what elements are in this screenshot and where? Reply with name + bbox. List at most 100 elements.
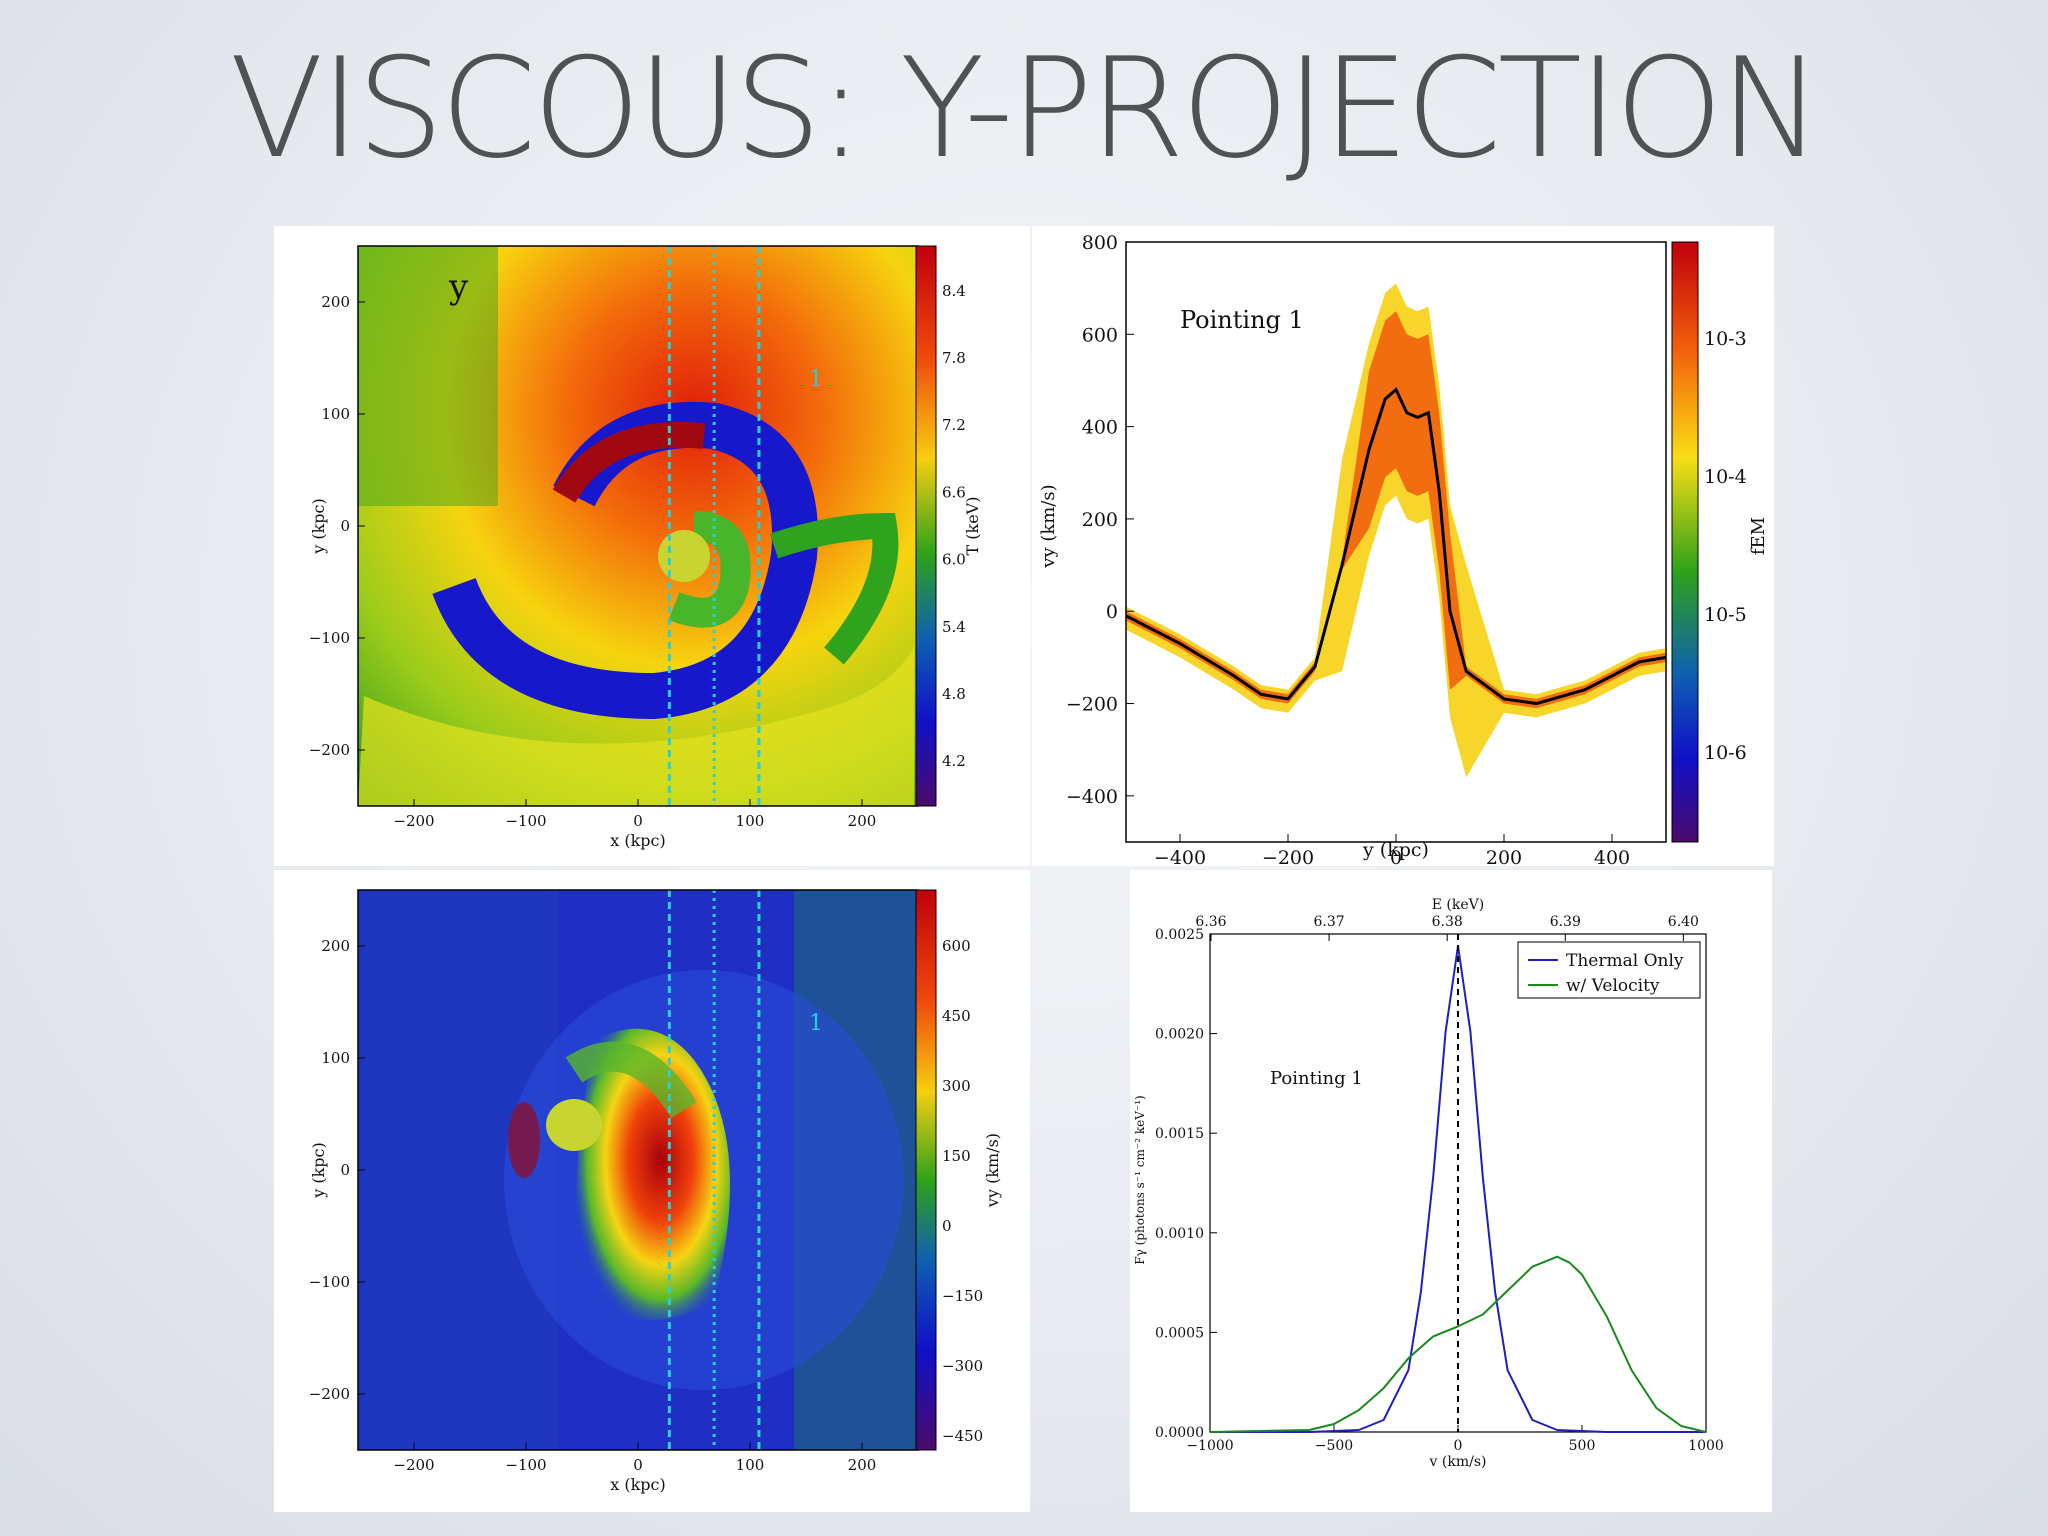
y-tick-label: 0.0000 xyxy=(1155,1425,1204,1441)
spectrum-chart: −1000 −500 0 500 1000 0.0025 0.0020 0.0015 0.001… xyxy=(1133,897,1724,1470)
y-tick-label: 200 xyxy=(321,937,350,955)
x-tick-label: 100 xyxy=(736,1456,765,1474)
x-tick-label: 0 xyxy=(1454,1438,1463,1454)
y-tick-label: 200 xyxy=(321,293,350,311)
y-tick-label: 0 xyxy=(340,1161,350,1179)
fem-colorbar xyxy=(1671,241,1699,843)
colorbar-tick-label: 600 xyxy=(942,937,971,955)
spectrum-line xyxy=(1209,1255,1707,1433)
y-tick-label: 0 xyxy=(1106,601,1118,623)
velocity-map-axes: −200 −100 0 100 200 200 100 0 −100 −200 xyxy=(309,937,877,1474)
colorbar-tick-label: 10-5 xyxy=(1704,604,1747,626)
y-tick-label: −200 xyxy=(309,741,350,759)
y-tick-label: 0.0025 xyxy=(1155,927,1204,943)
x-tick-label: 1000 xyxy=(1688,1438,1724,1454)
x-tick-label: 0 xyxy=(633,1456,643,1474)
x-axis-label: x (kpc) xyxy=(610,831,666,850)
y-tick-label: −100 xyxy=(309,629,350,647)
x-tick-label: −100 xyxy=(505,812,546,830)
x-tick-label: −1000 xyxy=(1186,1438,1233,1454)
y-axis-label: y (kpc) xyxy=(309,498,328,555)
x-tick-label: 500 xyxy=(1569,1438,1596,1454)
colorbar-tick-label: 0 xyxy=(942,1217,952,1235)
x-tick-label: −500 xyxy=(1315,1438,1353,1454)
colorbar-label: T (keV) xyxy=(963,497,982,556)
x-tick-label: −100 xyxy=(505,1456,546,1474)
legend: Thermal Only w/ Velocity xyxy=(1517,941,1701,999)
y-tick-label: 0.0020 xyxy=(1155,1027,1204,1043)
colorbar-tick-label: −300 xyxy=(942,1357,983,1375)
colorbar-tick-label: 10-6 xyxy=(1704,742,1747,764)
x-tick-label: −200 xyxy=(1262,847,1314,866)
colorbar-tick-label: 5.4 xyxy=(942,618,966,636)
colorbar-tick-label: −150 xyxy=(942,1287,983,1305)
legend-label: Thermal Only xyxy=(1566,951,1684,971)
temperature-colorbar xyxy=(915,245,937,807)
top-tick-label: 6.37 xyxy=(1314,914,1345,930)
y-tick-label: −200 xyxy=(1066,694,1118,716)
y-tick-label: 400 xyxy=(1082,417,1118,439)
velocity-map-chart: 1 −200 −100 0 100 200 200 100 0 −100 −200 600 450 3… xyxy=(309,889,1002,1494)
colorbar-tick-label: 10-4 xyxy=(1704,466,1747,488)
colorbar-tick-label: 10-3 xyxy=(1704,328,1747,350)
velocity-phase-chart: −400 −200 0 200 400 800 600 400 200 0 −200 −400 10-… xyxy=(1038,232,1769,869)
x-tick-label: 200 xyxy=(848,812,877,830)
y-tick-label: 200 xyxy=(1082,509,1118,531)
projection-label: y xyxy=(448,267,469,307)
temperature-map-panel: y 1 −200 −100 0 100 200 200 100 0 −100 −200 8.4 7.… xyxy=(274,226,1030,866)
y-tick-label: −100 xyxy=(309,1273,350,1291)
emission-distribution xyxy=(1126,283,1666,778)
mean-velocity-curve xyxy=(1125,387,1667,706)
top-tick-label: 6.40 xyxy=(1668,914,1699,930)
velocity-colorbar xyxy=(915,889,937,1451)
y-tick-label: 100 xyxy=(321,1049,350,1067)
y-tick-label: 0.0010 xyxy=(1155,1226,1204,1242)
colorbar-label: vy (km/s) xyxy=(983,1133,1002,1208)
y-axis-label: vy (km/s) xyxy=(1038,484,1059,568)
temperature-map-axes: −200 −100 0 100 200 200 100 0 −100 −200 xyxy=(309,293,877,830)
colorbar-tick-label: 7.2 xyxy=(942,416,966,434)
top-tick-label: 6.38 xyxy=(1432,914,1463,930)
colorbar-tick-label: −450 xyxy=(942,1427,983,1445)
y-tick-label: 800 xyxy=(1082,232,1118,254)
velocity-phase-panel: −400 −200 0 200 400 800 600 400 200 0 −200 −400 10-… xyxy=(1032,226,1774,869)
velocity-colorbar-ticks: 600 450 300 150 0 −150 −300 −450 xyxy=(942,937,983,1445)
velocity-field xyxy=(358,890,918,1450)
pointing-annotation: Pointing 1 xyxy=(1270,1068,1363,1089)
x-axis-label: y (kpc) xyxy=(1362,839,1429,861)
top-tick-label: 6.39 xyxy=(1550,914,1581,930)
top-axis-label: E (keV) xyxy=(1432,897,1484,913)
x-axis-label: x (kpc) xyxy=(610,1475,666,1494)
legend-label: w/ Velocity xyxy=(1566,976,1660,996)
velocity-map-panel: 1 −200 −100 0 100 200 200 100 0 −100 −200 600 450 3… xyxy=(274,870,1030,1512)
phase-axes: −400 −200 0 200 400 800 600 400 200 0 −200 −400 xyxy=(1066,232,1630,869)
colorbar-label: fEM xyxy=(1748,517,1769,555)
y-axis-label: Fγ (photons s⁻¹ cm⁻² keV⁻¹) xyxy=(1133,1095,1147,1264)
pointing-label: 1 xyxy=(809,1011,823,1036)
colorbar-tick-label: 300 xyxy=(942,1077,971,1095)
y-tick-label: 0.0015 xyxy=(1155,1126,1204,1142)
colorbar-tick-label: 7.8 xyxy=(942,349,966,367)
pointing-annotation: Pointing 1 xyxy=(1180,306,1304,334)
colorbar-tick-label: 8.4 xyxy=(942,282,966,300)
x-tick-label: 0 xyxy=(1390,847,1402,866)
y-tick-label: 0 xyxy=(340,517,350,535)
y-tick-label: −400 xyxy=(1066,786,1118,808)
temperature-colorbar-ticks: 8.4 7.8 7.2 6.6 6.0 5.4 4.8 4.2 xyxy=(942,282,966,770)
colorbar-tick-label: 150 xyxy=(942,1147,971,1165)
x-tick-label: 100 xyxy=(736,812,765,830)
x-tick-label: 0 xyxy=(633,812,643,830)
top-tick-label: 6.36 xyxy=(1195,914,1226,930)
colorbar-tick-label: 4.2 xyxy=(942,752,966,770)
colorbar-tick-label: 6.6 xyxy=(942,483,966,501)
colorbar-tick-label: 6.0 xyxy=(942,551,966,569)
emission-core xyxy=(1126,311,1666,709)
colorbar-tick-label: 450 xyxy=(942,1007,971,1025)
fem-colorbar-ticks: 10-3 10-4 10-5 10-6 xyxy=(1704,328,1747,764)
y-axis-label: y (kpc) xyxy=(309,1142,328,1199)
temperature-field xyxy=(358,246,918,806)
spectrum-panel: −1000 −500 0 500 1000 0.0025 0.0020 0.0015 0.001… xyxy=(1130,870,1772,1512)
y-tick-label: 600 xyxy=(1082,324,1118,346)
x-tick-label: −400 xyxy=(1154,847,1206,866)
x-tick-label: −200 xyxy=(393,1456,434,1474)
